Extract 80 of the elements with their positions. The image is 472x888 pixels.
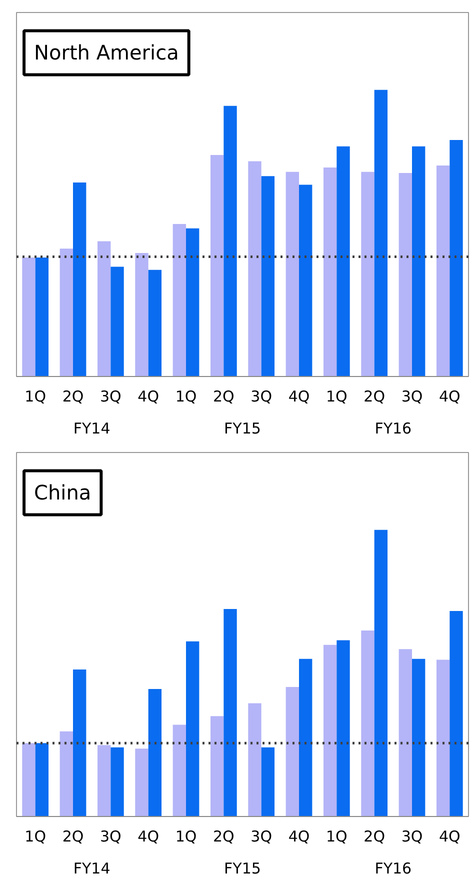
bar	[261, 747, 275, 816]
bar	[135, 748, 148, 816]
bar	[261, 176, 275, 376]
x-tick-label: 3Q	[401, 828, 423, 846]
bar	[60, 248, 73, 376]
x-tick-label: 4Q	[138, 388, 160, 406]
bar	[286, 686, 299, 816]
text: FY16	[374, 860, 412, 878]
bar	[22, 743, 36, 816]
bar	[97, 745, 111, 816]
bar	[398, 649, 412, 816]
chart-title: North America	[34, 40, 179, 65]
bar	[186, 228, 200, 376]
bar	[286, 172, 299, 376]
bar	[374, 90, 388, 376]
x-tick-label: 1Q	[24, 828, 46, 846]
x-tick-label: 2Q	[62, 388, 84, 406]
x-tick-label: 1Q	[24, 388, 46, 406]
bar	[412, 658, 426, 816]
bar	[73, 182, 86, 376]
bar	[299, 658, 312, 816]
x-tick-label: 4Q	[438, 828, 460, 846]
x-tick-label: 2Q	[212, 828, 234, 846]
bar	[323, 644, 337, 816]
bar	[336, 640, 350, 816]
x-tick-label: 3Q	[401, 388, 423, 406]
x-tick-label: 3Q	[250, 388, 272, 406]
x-tick-label: 4Q	[438, 388, 460, 406]
bar	[148, 688, 162, 816]
bar	[450, 140, 463, 376]
bar	[110, 747, 124, 816]
text: FY15	[224, 420, 261, 438]
bar	[148, 270, 162, 376]
bar	[210, 154, 224, 376]
x-tick-label: 4Q	[288, 388, 310, 406]
bar	[210, 716, 224, 816]
bar	[73, 669, 86, 816]
chart-title: China	[34, 480, 92, 505]
bar	[248, 703, 262, 816]
text: FY16	[374, 420, 412, 438]
bar	[299, 184, 312, 376]
x-tick-label: 1Q	[326, 828, 348, 846]
bar	[374, 530, 388, 816]
x-tick-label: 4Q	[288, 828, 310, 846]
bar	[323, 168, 337, 376]
bar	[336, 146, 350, 376]
bar	[248, 161, 262, 376]
bar	[172, 724, 186, 816]
bar	[361, 172, 374, 376]
bar	[172, 224, 186, 376]
bar	[110, 266, 124, 376]
bar	[135, 252, 148, 376]
x-tick-label: 2Q	[212, 388, 234, 406]
bar	[60, 731, 73, 816]
x-tick-label: 1Q	[326, 388, 348, 406]
x-tick-label: 3Q	[100, 828, 122, 846]
bar	[436, 166, 450, 376]
bar	[97, 241, 111, 376]
x-tick-label: 3Q	[100, 388, 122, 406]
bar	[224, 608, 237, 816]
bar	[22, 258, 36, 376]
bar	[186, 641, 200, 816]
bar	[398, 173, 412, 376]
bar	[224, 106, 237, 376]
x-tick-label: 2Q	[62, 828, 84, 846]
bar	[35, 743, 49, 816]
text: FY14	[73, 860, 110, 878]
x-tick-label: 3Q	[250, 828, 272, 846]
bar	[412, 146, 426, 376]
x-tick-label: 4Q	[138, 828, 160, 846]
x-tick-label: 1Q	[175, 828, 197, 846]
bar	[450, 611, 463, 816]
x-tick-label: 1Q	[175, 388, 197, 406]
x-tick-label: 2Q	[364, 388, 386, 406]
text: FY14	[73, 420, 110, 438]
bar	[436, 660, 450, 816]
bar	[35, 258, 49, 376]
x-tick-label: 2Q	[364, 828, 386, 846]
bar	[361, 630, 374, 816]
text: FY15	[224, 860, 261, 878]
